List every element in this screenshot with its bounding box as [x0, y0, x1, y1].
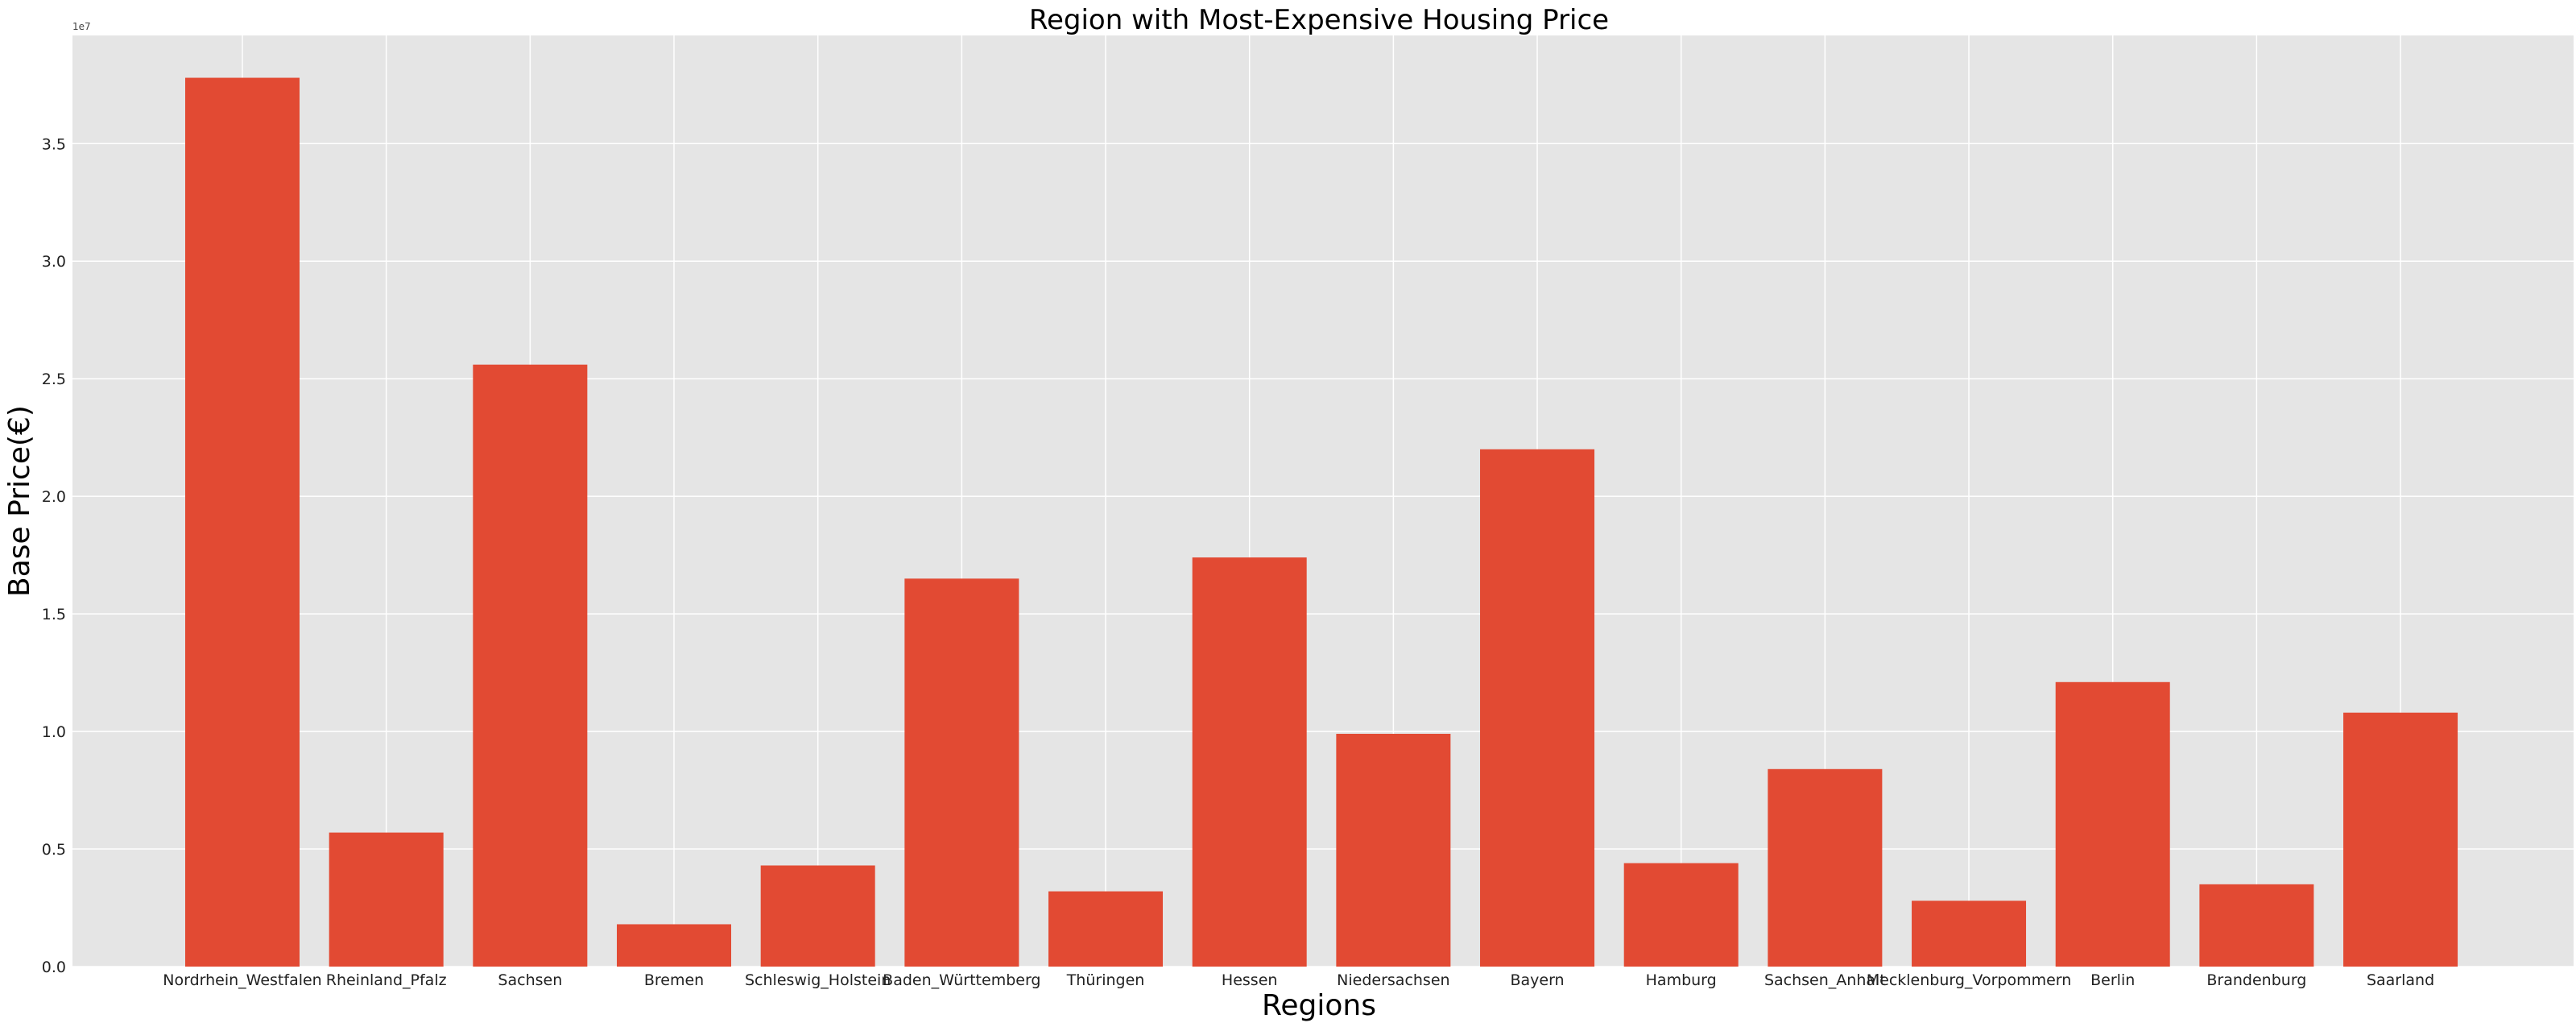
y-tick-label: 0.0 — [42, 959, 66, 976]
x-tick-label: Schleswig_Holstein — [745, 971, 891, 989]
x-tick-label: Hessen — [1222, 971, 1278, 989]
y-offset-label: 1e7 — [72, 21, 91, 32]
x-tick-label: Brandenburg — [2206, 971, 2306, 989]
x-tick-label: Bayern — [1510, 971, 1564, 989]
bars — [185, 77, 2458, 967]
x-tick-label: Rheinland_Pfalz — [326, 971, 447, 989]
x-tick-label: Berlin — [2090, 971, 2135, 989]
bar-hessen — [1192, 557, 1307, 967]
y-tick-label: 1.0 — [42, 723, 66, 741]
y-axis-label: Base Price(€) — [3, 405, 36, 597]
x-tick-label: Hamburg — [1646, 971, 1717, 989]
x-tick-label: Saarland — [2367, 971, 2434, 989]
x-tick-label: Sachsen — [498, 971, 562, 989]
bar-sachsen — [473, 364, 588, 967]
x-tick-label: Thüringen — [1066, 971, 1145, 989]
bar-th-ringen — [1048, 891, 1164, 967]
y-tick-label: 0.5 — [42, 841, 66, 859]
bar-hamburg — [1623, 863, 1739, 967]
y-tick-label: 1.5 — [42, 606, 66, 623]
bar-nordrhein-westfalen — [185, 77, 300, 967]
x-tick-label: Bremen — [644, 971, 704, 989]
x-tick-label: Niedersachsen — [1337, 971, 1449, 989]
bar-schleswig-holstein — [760, 865, 875, 967]
bar-berlin — [2055, 681, 2170, 967]
y-tick-label: 2.5 — [42, 371, 66, 388]
x-tick-label: Mecklenburg_Vorpommern — [1867, 971, 2072, 989]
bar-baden-w-rttemberg — [904, 578, 1019, 967]
x-tick-labels: Nordrhein_Westfalen Rheinland_Pfalz Sachse… — [163, 971, 2434, 989]
y-tick-label: 2.0 — [42, 488, 66, 506]
y-tick-labels: 0.0 0.5 1.0 1.5 2.0 2.5 3.0 3.5 — [42, 135, 66, 976]
bar-rheinland-pfalz — [329, 832, 444, 967]
x-tick-label: Sachsen_Anhalt — [1764, 971, 1886, 989]
y-tick-label: 3.5 — [42, 135, 66, 153]
x-tick-label: Nordrhein_Westfalen — [163, 971, 321, 989]
x-axis-label: Regions — [1262, 989, 1376, 1022]
y-tick-label: 3.0 — [42, 253, 66, 271]
bar-bayern — [1480, 449, 1595, 967]
bar-niedersachsen — [1336, 734, 1451, 967]
bar-saarland — [2343, 712, 2458, 967]
bar-sachsen-anhalt — [1768, 768, 1883, 967]
bar-mecklenburg-vorpommern — [1912, 901, 2027, 967]
bar-bremen — [617, 924, 732, 967]
chart-title: Region with Most-Expensive Housing Price — [1029, 4, 1609, 36]
bar-brandenburg — [2199, 884, 2314, 967]
plot-area — [72, 35, 2574, 967]
x-tick-label: Baden_Württemberg — [883, 971, 1040, 989]
